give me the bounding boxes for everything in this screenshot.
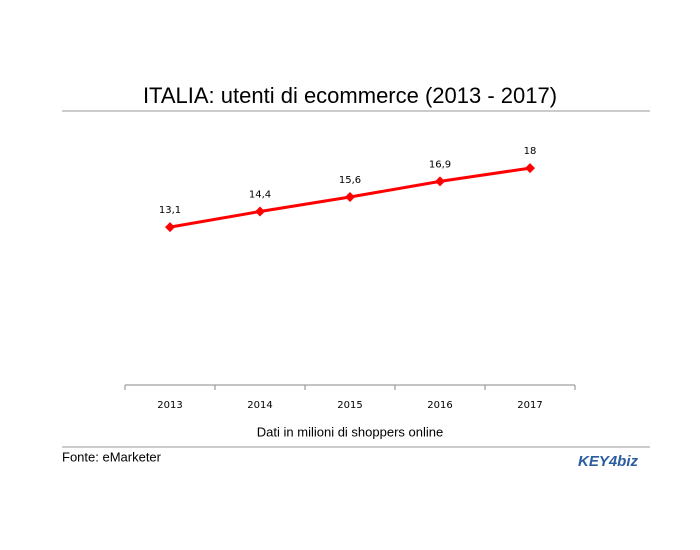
logo: KEY4biz <box>578 453 639 470</box>
data-marker <box>345 192 355 203</box>
x-tick-label: 2016 <box>427 400 452 411</box>
x-tick-label: 2015 <box>337 400 362 411</box>
chart-title: ITALIA: utenti di ecommerce (2013 - 2017… <box>143 83 557 108</box>
data-marker <box>435 176 445 187</box>
data-marker <box>525 163 535 174</box>
source-note: Fonte: eMarketer <box>62 449 162 464</box>
data-label: 18 <box>524 146 537 157</box>
data-marker <box>165 222 175 233</box>
x-tick-label: 2013 <box>157 400 182 411</box>
data-label: 15,6 <box>339 175 361 186</box>
data-marker <box>255 206 265 217</box>
data-label: 16,9 <box>429 159 451 170</box>
x-tick-label: 2014 <box>247 400 272 411</box>
x-axis-label: Dati in milioni di shoppers online <box>257 424 443 439</box>
data-label: 13,1 <box>159 205 181 216</box>
data-label: 14,4 <box>249 189 271 200</box>
x-tick-label: 2017 <box>517 400 542 411</box>
